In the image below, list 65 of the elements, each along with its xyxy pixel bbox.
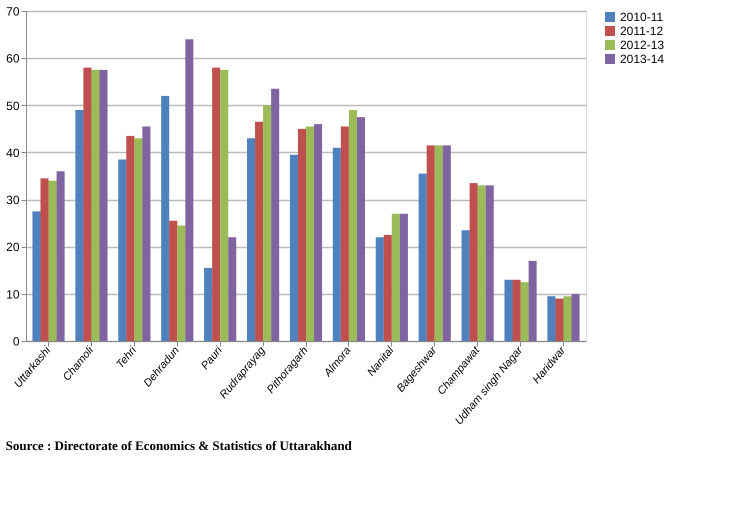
bar xyxy=(426,145,435,341)
bar xyxy=(563,296,572,341)
legend-label: 2011-12 xyxy=(620,24,664,38)
bar xyxy=(263,105,272,341)
y-tick-label: 10 xyxy=(6,287,20,302)
bar xyxy=(134,138,142,341)
bar xyxy=(306,126,314,341)
y-tick-label: 60 xyxy=(6,52,20,66)
bar xyxy=(290,154,298,341)
bar xyxy=(314,124,322,341)
bar xyxy=(56,171,65,341)
legend-label: 2012-13 xyxy=(620,38,664,52)
bar xyxy=(99,70,108,341)
bar xyxy=(177,226,186,341)
bar xyxy=(228,237,236,341)
bar xyxy=(83,68,92,341)
bar xyxy=(271,88,280,341)
bar xyxy=(32,211,40,341)
bar xyxy=(512,280,521,341)
bar xyxy=(442,145,451,341)
bar xyxy=(142,126,150,341)
bar xyxy=(220,70,228,341)
bar xyxy=(161,96,170,341)
bar xyxy=(392,214,400,341)
bar xyxy=(478,185,486,341)
y-tick-label: 50 xyxy=(6,98,20,113)
bar xyxy=(204,268,212,341)
bar xyxy=(486,185,494,341)
bar xyxy=(340,126,349,341)
y-tick-label: 0 xyxy=(12,334,20,348)
legend-label: 2010-11 xyxy=(620,10,664,24)
bar xyxy=(348,110,357,341)
bar xyxy=(572,294,580,341)
bar xyxy=(504,280,513,341)
y-tick-label: 70 xyxy=(6,4,20,18)
bar xyxy=(418,174,427,341)
y-tick-label: 30 xyxy=(6,193,20,208)
bar xyxy=(332,148,341,341)
bar xyxy=(384,234,392,341)
bar xyxy=(528,260,537,341)
bar xyxy=(462,230,470,341)
bar xyxy=(520,282,529,341)
bar xyxy=(246,138,256,341)
bar xyxy=(434,145,443,341)
bar xyxy=(48,180,57,341)
y-tick-label: 40 xyxy=(6,146,20,160)
bar xyxy=(298,128,306,341)
bar xyxy=(75,110,84,341)
legend-label: 2013-14 xyxy=(620,52,664,66)
bar xyxy=(185,39,194,341)
bar xyxy=(255,122,264,341)
y-tick-label: 20 xyxy=(6,240,20,254)
bar xyxy=(356,117,366,341)
bar xyxy=(547,296,556,341)
bar xyxy=(169,220,178,341)
bar xyxy=(212,68,220,341)
bar xyxy=(126,136,134,341)
bar xyxy=(118,160,126,341)
bar xyxy=(470,183,478,341)
bar xyxy=(555,298,564,341)
bar xyxy=(400,214,408,341)
bar xyxy=(91,70,100,341)
source-note: Source : Directorate of Economics & Statistics of Uttarakhand xyxy=(6,438,353,454)
bar xyxy=(40,178,49,341)
bar xyxy=(376,237,384,341)
